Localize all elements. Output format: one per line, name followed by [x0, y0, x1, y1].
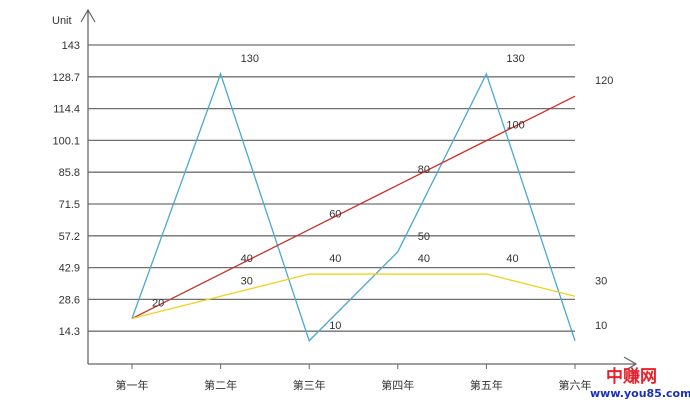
data-label: 10 [329, 320, 341, 332]
x-tick-label: 第四年 [381, 378, 414, 392]
data-label: 120 [595, 75, 613, 87]
data-label: 50 [418, 231, 430, 243]
y-tick-label: 128.7 [52, 72, 80, 84]
data-label: 130 [506, 53, 524, 65]
series-line-0 [131, 71, 576, 342]
x-tick-label: 第一年 [116, 378, 149, 392]
svg-text:www.you85.com: www.you85.com [590, 387, 690, 400]
y-tick-label: 57.2 [59, 231, 80, 243]
data-label: 100 [506, 120, 524, 132]
data-label: 80 [418, 164, 430, 176]
y-tick-label: 42.9 [59, 263, 80, 275]
data-label: 40 [241, 253, 253, 265]
data-label: 60 [329, 209, 341, 221]
y-tick-label: 71.5 [59, 199, 80, 211]
y-axis-label: Unit [52, 15, 72, 27]
y-tick-label: 100.1 [52, 135, 80, 147]
x-tick-label: 第六年 [559, 378, 592, 392]
data-label: 40 [506, 253, 518, 265]
y-tick-label: 14.3 [59, 326, 80, 338]
svg-text:中赚网: 中赚网 [606, 366, 657, 387]
y-tick-label: 114.4 [53, 104, 80, 116]
y-tick-label: 143 [62, 40, 80, 52]
x-tick-label: 第二年 [204, 378, 237, 392]
data-label: 20 [152, 298, 164, 310]
x-tick-label: 第三年 [293, 378, 326, 392]
y-tick-label: 85.8 [59, 167, 80, 179]
data-label: 40 [329, 253, 341, 265]
series-line-2 [131, 273, 576, 320]
watermark: 中赚网 www.you85.com [590, 366, 690, 400]
y-axis-arrow [80, 8, 96, 23]
data-label: 30 [595, 275, 607, 287]
data-label: 130 [241, 53, 259, 65]
data-label: 30 [241, 275, 253, 287]
data-label: 10 [595, 320, 607, 332]
data-label: 40 [418, 253, 430, 265]
x-axis-arrow [623, 356, 638, 372]
x-tick-label: 第五年 [470, 378, 503, 392]
y-tick-label: 28.6 [59, 294, 80, 306]
series-line-1 [131, 95, 576, 320]
